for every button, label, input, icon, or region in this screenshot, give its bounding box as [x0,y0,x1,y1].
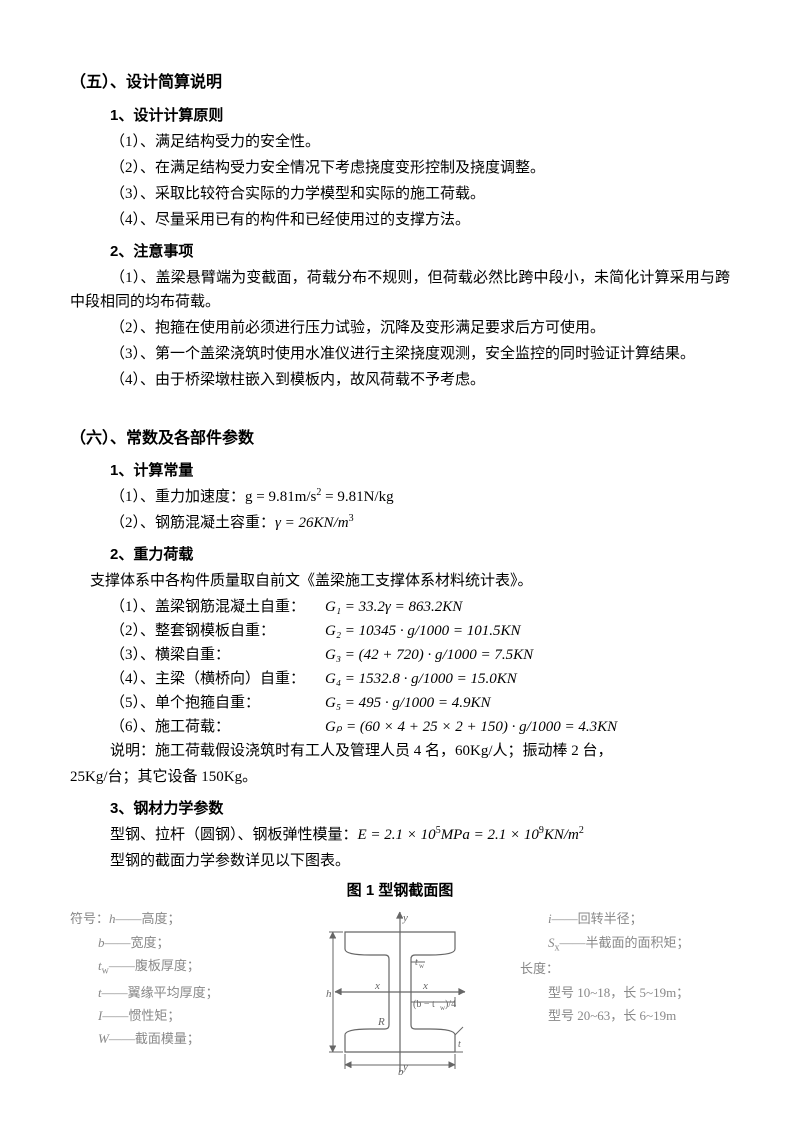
sec6-s1-title: 1、计算常量 [110,459,730,483]
right-len: 长度： [520,957,730,980]
sec5-s2-title: 2、注意事项 [110,240,730,264]
sec6-s1-p1-tail: = 9.81N/kg [321,489,393,505]
right-l4: 型号 20~63，长 6~19m [520,1004,730,1027]
sec5-s1-p2: （2）、在满足结构受力安全情况下考虑挠度变形控制及挠度调整。 [110,156,730,180]
sec6-s1-p2-math: γ = 26KN/m3 [275,515,354,531]
svg-text:b: b [398,1066,404,1077]
i-beam-icon: y y x x h b t w (b − t w )/4 R t [315,907,485,1077]
sec5-title: （五）、设计简算说明 [70,70,730,96]
left-l1: ——高度； [116,911,181,926]
g2-label: （2）、整套钢模板自重： [110,619,325,643]
svg-text:)/4: )/4 [445,999,456,1010]
left-l3b: ——腹板厚度； [109,958,200,973]
g1-row: （1）、盖梁钢筋混凝土自重： G₁ = 33.2γ = 863.2KN [110,595,730,619]
svg-text:t: t [458,1039,461,1050]
sec6-s2-note-b: 25Kg/台；其它设备 150Kg。 [70,765,730,789]
right-l2b: ——半截面的面积矩； [560,935,690,950]
svg-text:y: y [402,912,408,924]
g2-row: （2）、整套钢模板自重： G₂ = 10345 · g/1000 = 101.5… [110,619,730,643]
svg-text:R: R [377,1016,385,1028]
g4-label: （4）、主梁（横桥向）自重： [110,667,325,691]
g5-math: G₅ = 495 · g/1000 = 4.9KN [325,691,490,715]
sec5-s2-p2: （2）、抱箍在使用前必须进行压力试验，沉降及变形满足要求后方可使用。 [110,316,730,340]
left-header: 符号： [70,911,109,926]
left-l4: ——翼缘平均厚度； [102,985,219,1000]
sec5-s2-p4: （4）、由于桥梁墩柱嵌入到模板内，故风荷载不予考虑。 [110,368,730,392]
page: （五）、设计简算说明 1、设计计算原则 （1）、满足结构受力的安全性。 （2）、… [0,0,800,1132]
sec5-s1-p1: （1）、满足结构受力的安全性。 [110,130,730,154]
right-l3: 型号 10~18，长 5~19m； [520,981,730,1004]
g2-math: G₂ = 10345 · g/1000 = 101.5KN [325,619,520,643]
g4-row: （4）、主梁（横桥向）自重： G₄ = 1532.8 · g/1000 = 15… [110,667,730,691]
sec6-s1-p2-label: （2）、钢筋混凝土容重： [110,515,275,531]
svg-text:w: w [419,962,425,970]
g6-row: （6）、施工荷载： Gₚ = (60 × 4 + 25 × 2 + 150) ·… [110,715,730,739]
figure-right-legend: i——回转半径； Sx——半截面的面积矩； 长度： 型号 10~18，长 5~1… [520,907,730,1027]
left-l3-sub: w [102,966,109,977]
sec5-s1-title: 1、设计计算原则 [110,104,730,128]
g4-math: G₄ = 1532.8 · g/1000 = 15.0KN [325,667,517,691]
g1-math: G₁ = 33.2γ = 863.2KN [325,595,462,619]
sec5-s1-p4: （4）、尽量采用已有的构件和已经使用过的支撑方法。 [110,208,730,232]
svg-text:(b − t: (b − t [413,999,435,1010]
sec6-s1-p2: （2）、钢筋混凝土容重：γ = 26KN/m3 [110,511,730,535]
figure-caption: 图 1 型钢截面图 [70,879,730,903]
sec6-s1-p1: （1）、重力加速度：g = 9.81m/s2 = 9.81N/kg [110,485,730,509]
left-l6: ——截面模量； [109,1031,200,1046]
g1-label: （1）、盖梁钢筋混凝土自重： [110,595,325,619]
g3-math: G₃ = (42 + 720) · g/1000 = 7.5KN [325,643,533,667]
sec6-s1-p1-label: （1）、重力加速度：g = 9.81m/s [110,489,316,505]
sec6-s2-intro: 支撑体系中各构件质量取自前文《盖梁施工支撑体系材料统计表》。 [90,569,730,593]
g5-label: （5）、单个抱箍自重： [110,691,325,715]
sec6-s3-p2: 型钢的截面力学参数详见以下图表。 [110,849,730,873]
sec5-s2-p3: （3）、第一个盖梁浇筑时使用水准仪进行主梁挠度观测，安全监控的同时验证计算结果。 [70,342,730,366]
figure-1: 符号：h——高度； b——宽度； tw——腹板厚度； t——翼缘平均厚度； I—… [70,907,730,1077]
g6-math: Gₚ = (60 × 4 + 25 × 2 + 150) · g/1000 = … [325,715,617,739]
g5-row: （5）、单个抱箍自重： G₅ = 495 · g/1000 = 4.9KN [110,691,730,715]
right-l1: ——回转半径； [552,911,643,926]
sec6-s3-p1: 型钢、拉杆（圆钢）、钢板弹性模量：E = 2.1 × 105MPa = 2.1 … [110,823,730,847]
sec6-title: （六）、常数及各部件参数 [70,426,730,452]
figure-center-svg: y y x x h b t w (b − t w )/4 R t [290,907,510,1077]
sec6-s2-note-a: 说明：施工荷载假设浇筑时有工人及管理人员 4 名，60Kg/人；振动棒 2 台， [70,739,730,763]
sec6-s3-p1-math: E = 2.1 × 105MPa = 2.1 × 109KN/m2 [358,827,584,843]
left-l5: ——惯性矩； [102,1008,180,1023]
svg-text:x: x [422,980,428,992]
g6-label: （6）、施工荷载： [110,715,325,739]
figure-left-legend: 符号：h——高度； b——宽度； tw——腹板厚度； t——翼缘平均厚度； I—… [70,907,280,1051]
g3-label: （3）、横梁自重： [110,643,325,667]
svg-text:h: h [326,988,332,1000]
svg-text:x: x [374,980,380,992]
sec5-s1-p3: （3）、采取比较符合实际的力学模型和实际的施工荷载。 [110,182,730,206]
g3-row: （3）、横梁自重： G₃ = (42 + 720) · g/1000 = 7.5… [110,643,730,667]
sec6-s2-title: 2、重力荷载 [110,543,730,567]
sec5-s2-p1: （1）、盖梁悬臂端为变截面，荷载分布不规则，但荷载必然比跨中段小，未简化计算采用… [70,266,730,314]
sec6-s3-p1-label: 型钢、拉杆（圆钢）、钢板弹性模量： [110,827,358,843]
left-l2: ——宽度； [105,935,170,950]
sec6-s3-title: 3、钢材力学参数 [110,797,730,821]
